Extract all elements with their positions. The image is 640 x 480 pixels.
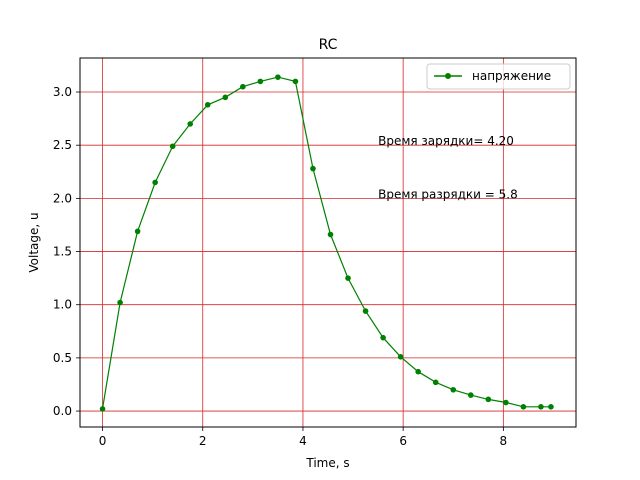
legend-label: напряжение	[472, 69, 551, 83]
plot-area-frame	[79, 57, 577, 428]
y-tick-label: 1.5	[53, 245, 72, 259]
axis-ticks: 0 2 4 6 8 0.0 0.5 1.0 1.5 2.0 2.5 3.0	[53, 85, 507, 448]
data-point	[310, 165, 316, 172]
x-tick-label: 8	[500, 434, 508, 448]
data-point	[380, 334, 386, 341]
data-point	[327, 231, 334, 238]
data-point	[538, 403, 544, 410]
data-point	[485, 396, 492, 403]
grid	[80, 58, 576, 427]
x-tick-label: 6	[399, 434, 407, 448]
data-point	[362, 308, 369, 314]
x-tick-label: 0	[99, 434, 107, 448]
y-tick-label: 0.5	[53, 351, 72, 365]
data-point	[187, 121, 194, 127]
y-tick-label: 1.0	[53, 298, 72, 312]
data-point	[345, 275, 351, 281]
legend: напряжение	[426, 63, 571, 90]
data-point	[415, 368, 421, 375]
data-point	[520, 403, 527, 410]
legend-marker	[445, 73, 451, 79]
data-point	[275, 74, 281, 80]
annotation-charge-time: Время зарядки= 4.20	[378, 134, 514, 148]
data-point	[99, 406, 106, 412]
y-tick-label: 3.0	[53, 85, 72, 99]
series-line	[101, 76, 551, 409]
chart-title: RC	[319, 37, 338, 53]
data-point	[503, 399, 509, 406]
data-point	[450, 386, 457, 393]
data-point	[397, 354, 404, 360]
data-point	[292, 78, 299, 85]
legend-box	[426, 63, 571, 90]
data-point	[467, 392, 474, 398]
x-tick-label: 4	[299, 434, 307, 448]
data-point	[117, 299, 123, 306]
data-point	[432, 379, 439, 386]
y-axis-label: Voltage, u	[27, 212, 41, 272]
data-point	[204, 101, 211, 108]
data-point	[169, 143, 176, 150]
data-point	[152, 179, 158, 186]
data-point	[257, 78, 264, 85]
data-point	[222, 94, 229, 101]
x-tick-label: 2	[199, 434, 207, 448]
annotation-discharge-time: Время разрядки = 5.8	[378, 187, 518, 201]
data-point	[240, 83, 246, 90]
x-axis-label: Time, s	[305, 456, 349, 470]
series-group	[99, 74, 554, 412]
data-point	[134, 228, 141, 235]
y-tick-label: 2.0	[53, 191, 72, 205]
data-point	[548, 403, 554, 410]
y-tick-label: 0.0	[53, 404, 72, 418]
y-tick-label: 2.5	[53, 138, 72, 152]
